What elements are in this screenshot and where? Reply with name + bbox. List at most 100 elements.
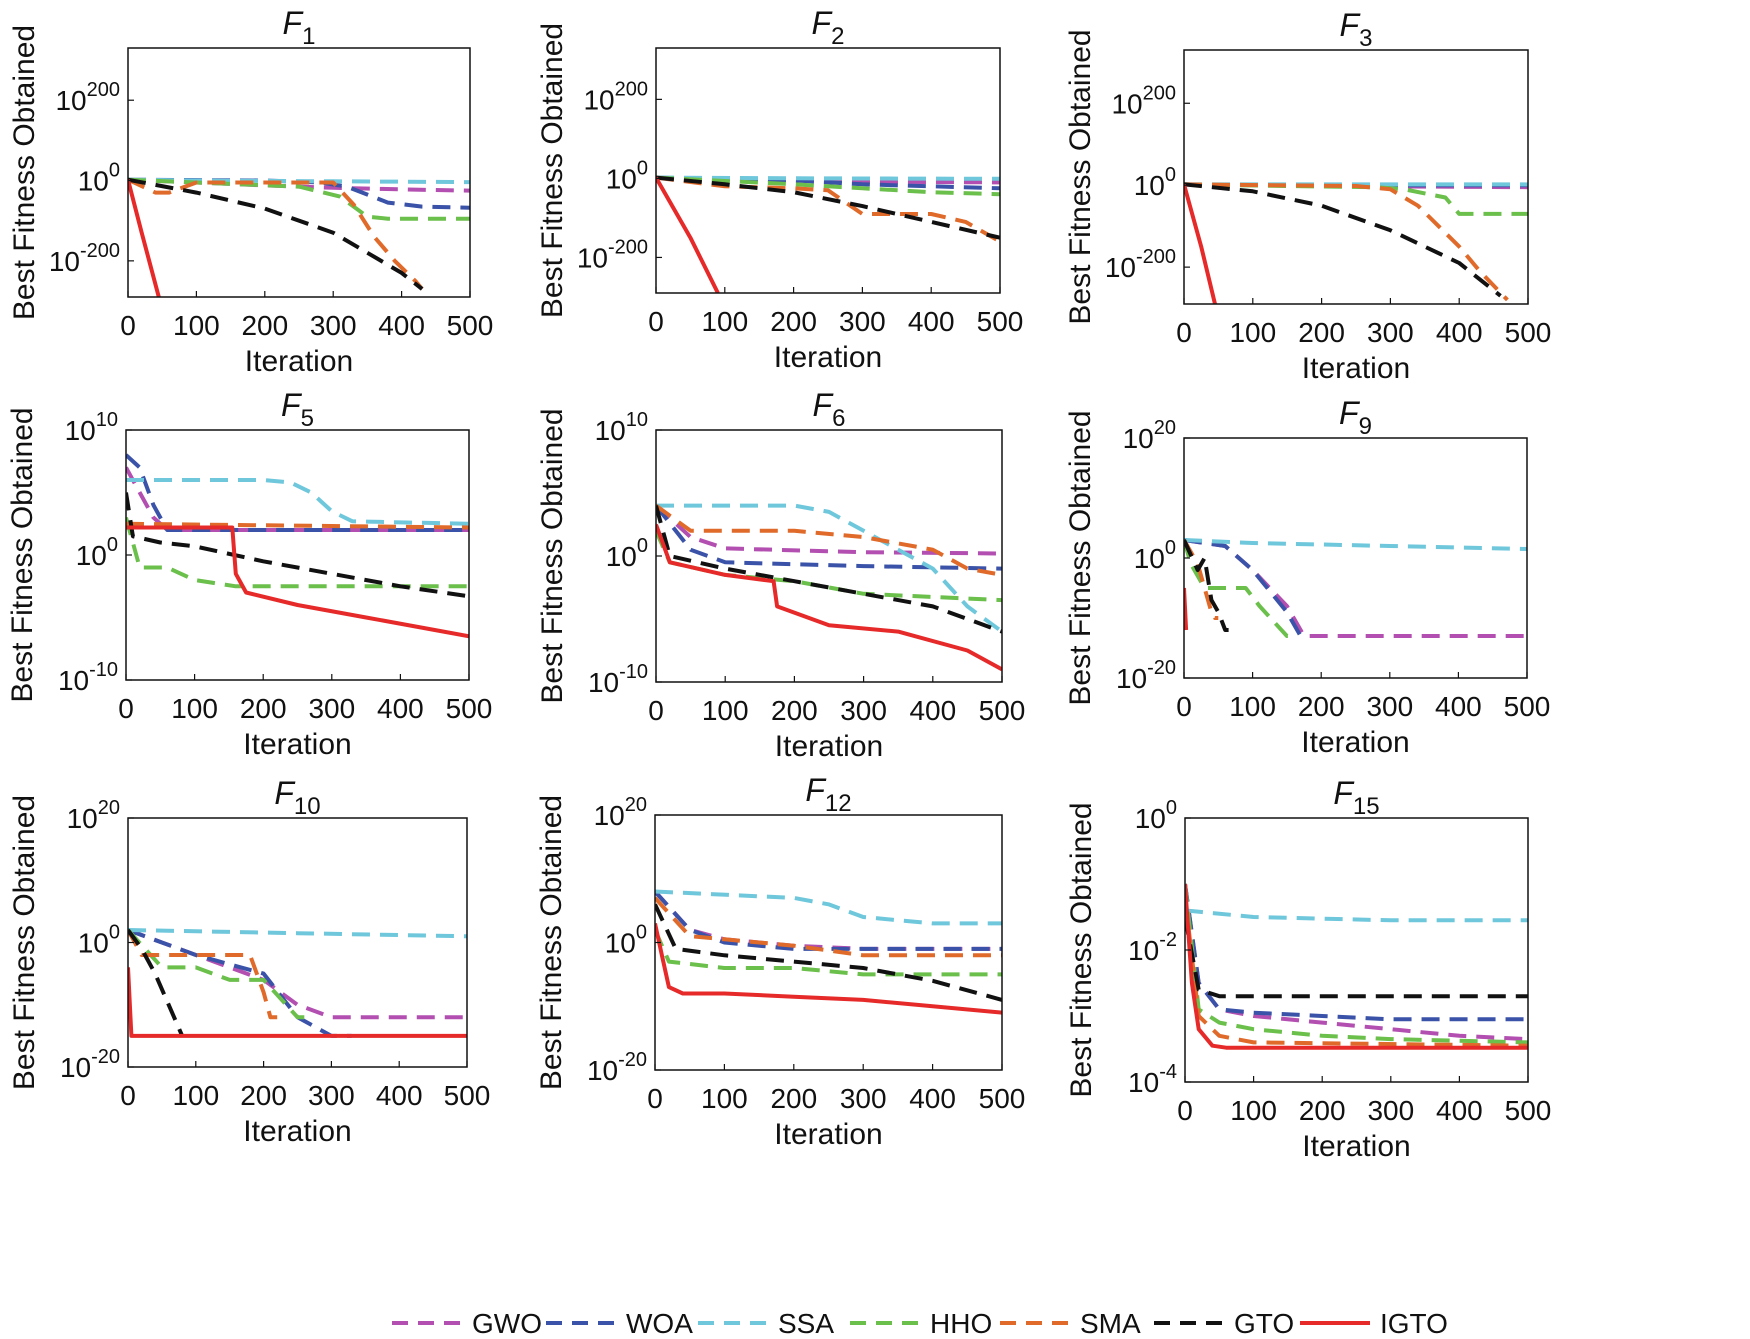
series-igto-line [656, 176, 720, 293]
x-axis-label: Iteration [774, 341, 882, 374]
series-gto-line [128, 177, 424, 291]
x-tick-label: 400 [1435, 691, 1482, 722]
y-tick-label: 1020 [1123, 417, 1176, 454]
series-hho-line [1184, 539, 1294, 638]
y-axis-label: Best Fitness Obtained [1065, 802, 1098, 1097]
series-woa-line [126, 453, 469, 532]
series-ssa-line [655, 889, 1002, 926]
series-gwo-line [1184, 538, 1527, 638]
y-tick-label: 10-4 [1128, 1061, 1177, 1098]
y-tick-label: 1020 [594, 794, 647, 831]
axes-frame [127, 47, 471, 298]
panel-title: F6 [813, 387, 846, 432]
axes-frame [125, 429, 470, 681]
x-tick-label: 100 [171, 693, 218, 724]
series-hho-line [126, 516, 469, 589]
x-tick-label: 100 [172, 1080, 219, 1111]
y-axis-label: Best Fitness Obtained [8, 25, 41, 320]
panel-title: F1 [283, 5, 316, 50]
x-tick-label: 200 [771, 695, 818, 726]
panel-title: F3 [1340, 7, 1373, 52]
series-woa-line [1185, 883, 1528, 1022]
x-axis-label: Iteration [245, 345, 353, 378]
series-igto-line [126, 525, 469, 639]
x-tick-label: 300 [839, 306, 886, 337]
x-tick-label: 0 [647, 1083, 663, 1114]
legend-gwo-label: GWO [472, 1308, 542, 1339]
panel-title: F10 [274, 775, 320, 820]
series-gwo-line [1185, 883, 1528, 1042]
y-tick-label: 10-2 [1128, 929, 1177, 966]
x-tick-label: 300 [308, 693, 355, 724]
series-ssa-line [1185, 908, 1528, 923]
y-axis-label: Best Fitness Obtained [536, 23, 569, 318]
x-tick-label: 200 [240, 1080, 287, 1111]
x-tick-label: 500 [1505, 1095, 1552, 1126]
y-tick-label: 1010 [595, 409, 648, 446]
y-tick-label: 100 [1135, 797, 1177, 834]
y-tick-label: 10200 [583, 78, 648, 115]
x-tick-label: 300 [1366, 691, 1413, 722]
x-tick-label: 500 [444, 1080, 491, 1111]
y-tick-label: 10-10 [58, 659, 118, 696]
x-tick-label: 0 [1176, 317, 1192, 348]
y-tick-label: 100 [78, 922, 120, 959]
x-tick-label: 400 [377, 693, 424, 724]
x-tick-label: 300 [1367, 1095, 1414, 1126]
x-tick-label: 0 [1176, 691, 1192, 722]
series-ssa-line [1184, 538, 1527, 551]
x-tick-label: 0 [118, 693, 134, 724]
legend-ssa-label: SSA [778, 1308, 834, 1339]
x-tick-label: 400 [378, 310, 425, 341]
series-sma-line [656, 503, 1002, 577]
y-tick-label: 10-20 [587, 1049, 647, 1086]
series-woa-line [656, 504, 1002, 571]
series-igto-line [128, 967, 467, 1038]
y-tick-label: 1010 [65, 409, 118, 446]
x-tick-label: 200 [1299, 1095, 1346, 1126]
panel-title: F9 [1339, 395, 1372, 440]
series-igto-line [128, 179, 161, 297]
x-tick-label: 100 [701, 306, 748, 337]
y-tick-label: 100 [605, 922, 647, 959]
x-tick-label: 400 [1436, 1095, 1483, 1126]
y-tick-label: 100 [76, 534, 118, 571]
series-gto-line [655, 903, 1002, 1002]
series-gto-line [656, 505, 1002, 634]
y-axis-label: Best Fitness Obtained [1064, 29, 1097, 324]
x-tick-label: 100 [1229, 317, 1276, 348]
x-axis-label: Iteration [1302, 1130, 1410, 1163]
axes-frame [1183, 49, 1529, 305]
y-tick-label: 100 [78, 160, 120, 197]
x-tick-label: 300 [840, 1083, 887, 1114]
x-tick-label: 500 [446, 693, 493, 724]
series-gwo-line [655, 890, 1002, 951]
x-tick-label: 300 [310, 310, 357, 341]
series-igto-line [1184, 183, 1217, 304]
x-tick-label: 400 [1436, 317, 1483, 348]
series-sma-line [128, 177, 424, 291]
series-hho-line [1185, 883, 1528, 1045]
y-axis-label: Best Fitness Obtained [536, 408, 569, 703]
x-tick-label: 200 [1298, 691, 1345, 722]
x-tick-label: 0 [120, 310, 136, 341]
x-tick-label: 300 [1367, 317, 1414, 348]
series-sma-line [1184, 182, 1509, 302]
x-tick-label: 0 [648, 695, 664, 726]
x-tick-label: 100 [1230, 1095, 1277, 1126]
x-tick-label: 400 [909, 695, 956, 726]
x-tick-label: 400 [909, 1083, 956, 1114]
x-tick-label: 500 [979, 695, 1026, 726]
x-tick-label: 500 [977, 306, 1024, 337]
panel-title: F12 [805, 772, 851, 817]
series-woa-line [1184, 538, 1304, 638]
x-tick-label: 0 [120, 1080, 136, 1111]
y-tick-label: 10-200 [577, 236, 648, 273]
x-tick-label: 500 [1504, 691, 1551, 722]
y-tick-label: 100 [606, 157, 648, 194]
series-ssa-line [656, 175, 1000, 181]
series-gto-line [1185, 916, 1528, 999]
y-tick-label: 10-200 [49, 240, 120, 277]
x-tick-label: 400 [908, 306, 955, 337]
